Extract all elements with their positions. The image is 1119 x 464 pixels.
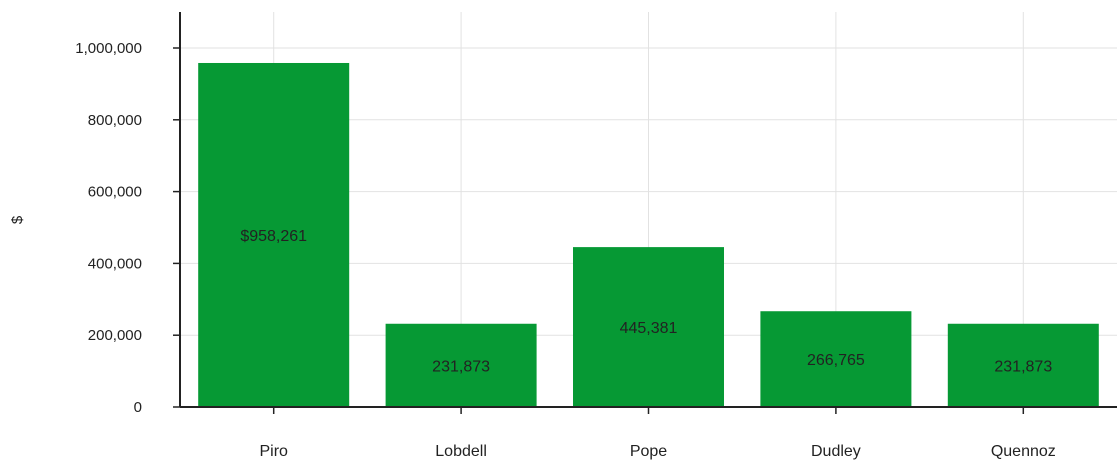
bars <box>198 62 1099 407</box>
bar-piro[interactable] <box>198 62 350 407</box>
y-tick-label: 800,000 <box>88 112 142 129</box>
bar-lobdell[interactable] <box>385 323 537 407</box>
x-tick-label-piro: Piro <box>259 443 288 460</box>
y-tick-label: 600,000 <box>88 184 142 201</box>
x-axis-ticks: Piro Lobdell Pope Dudley Quennoz <box>259 407 1056 460</box>
data-label-quennoz: 231,873 <box>994 358 1052 375</box>
data-label-dudley: 266,765 <box>807 352 865 369</box>
y-tick-label: 1,000,000 <box>75 40 142 57</box>
y-axis-label: $ <box>9 215 26 224</box>
bar-dudley[interactable] <box>760 311 912 407</box>
x-tick-label-pope: Pope <box>630 443 667 460</box>
data-label-pope: 445,381 <box>620 320 678 337</box>
data-labels: $958,261 231,873 445,381 266,765 231,873 <box>240 228 1052 375</box>
x-tick-label-lobdell: Lobdell <box>435 443 487 460</box>
x-tick-label-quennoz: Quennoz <box>991 443 1056 460</box>
y-tick-label: 200,000 <box>88 327 142 344</box>
y-tick-label: 0 <box>134 399 142 416</box>
data-label-lobdell: 231,873 <box>432 358 490 375</box>
data-label-piro: $958,261 <box>240 228 307 245</box>
bar-quennoz[interactable] <box>947 323 1099 407</box>
bar-pope[interactable] <box>573 247 724 407</box>
x-tick-label-dudley: Dudley <box>811 443 861 460</box>
y-tick-label: 400,000 <box>88 255 142 272</box>
y-axis-ticks: 0 200,000 400,000 600,000 800,000 1,000,000 <box>75 40 180 416</box>
